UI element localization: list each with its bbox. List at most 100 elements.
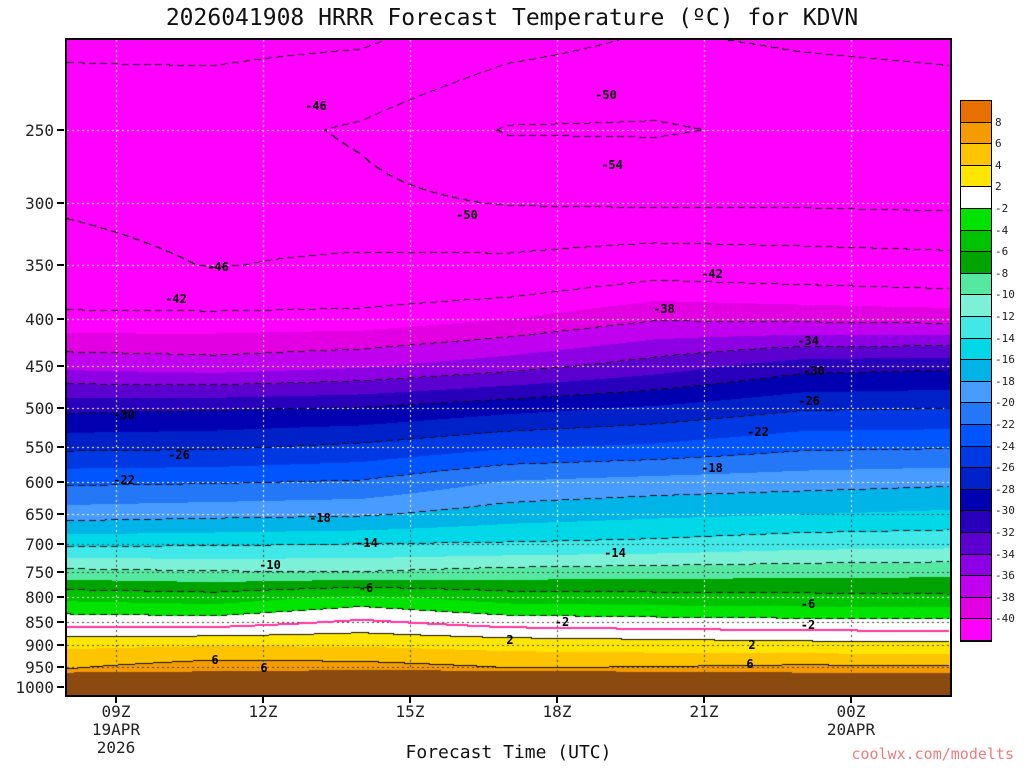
contour-label: -50 [595, 88, 617, 102]
colorbar-tick-label: -4 [995, 223, 1009, 237]
contour-label: -22 [113, 473, 135, 487]
y-axis-tick-mark [57, 643, 64, 646]
colorbar-cell [961, 273, 991, 296]
y-axis-tick-mark [57, 596, 64, 599]
x-axis-tick-mark [850, 696, 852, 703]
y-axis-tick-label: 350 [25, 256, 54, 276]
colorbar-cell [961, 381, 991, 404]
colorbar-cell [961, 317, 991, 339]
colorbar-cell [961, 187, 991, 209]
colorbar-tick-label: -38 [995, 590, 1015, 604]
contour-label: -42 [165, 292, 187, 306]
x-axis-tick-label: 00Z [836, 702, 866, 721]
colorbar-tick-label: 4 [995, 158, 1002, 172]
colorbar-cell [961, 101, 991, 123]
temperature-cross-section-plot [67, 40, 950, 695]
colorbar-cell [961, 533, 991, 555]
colorbar-cell [961, 144, 991, 166]
x-axis-title: Forecast Time (UTC) [405, 742, 612, 763]
contour-label: -14 [604, 546, 626, 560]
y-axis-tick-label: 450 [25, 357, 54, 377]
colorbar-cell [961, 122, 991, 145]
contour-label: -2 [554, 615, 570, 629]
contour-label: 2 [748, 638, 756, 652]
colorbar-cell [961, 165, 991, 188]
y-axis-tick-label: 750 [25, 562, 54, 582]
y-axis-tick-label: 850 [25, 612, 54, 632]
y-axis-tick-label: 550 [25, 437, 54, 457]
colorbar-tick-label: -20 [995, 396, 1015, 410]
y-axis-tick-mark [57, 542, 64, 545]
x-axis-tick-label: 09Z [101, 702, 131, 721]
contour-label: 6 [211, 653, 219, 667]
colorbar-cell [961, 511, 991, 533]
contour-label: -38 [653, 302, 675, 316]
y-axis-tick-mark [57, 365, 64, 368]
y-axis-tick-mark [57, 570, 64, 573]
contour-label: 2 [506, 633, 514, 647]
colorbar-tick-label: -22 [995, 418, 1015, 431]
contour-label: -18 [701, 461, 723, 475]
y-axis-tick-label: 950 [25, 657, 54, 677]
colorbar-cell [961, 360, 991, 382]
contour-label: -34 [797, 334, 819, 348]
colorbar-tick-label: -16 [995, 353, 1015, 367]
colorbar-tick-label: -14 [995, 331, 1015, 345]
colorbar-tick-label: -24 [995, 439, 1015, 453]
contour-label: -46 [207, 260, 229, 274]
y-axis-tick-label: 650 [25, 504, 54, 524]
colorbar-tick-label: 8 [995, 115, 1002, 129]
contour-label: -50 [456, 208, 478, 222]
x-axis-date-label: 2026 [96, 738, 136, 757]
colorbar-cell [961, 468, 991, 490]
colorbar-tick-label: -2 [995, 202, 1009, 215]
colorbar-cell [961, 597, 991, 620]
chart-title: 2026041908 HRRR Forecast Temperature (ºC… [165, 5, 859, 31]
x-axis-tick-label: 21Z [689, 702, 719, 721]
contour-label: 6 [746, 657, 754, 671]
x-axis-tick-mark [703, 696, 705, 703]
x-axis-tick-mark [262, 696, 264, 703]
contour-label: -22 [747, 425, 769, 439]
contour-label: -54 [601, 158, 623, 172]
x-axis-date-label: 19APR [91, 720, 141, 739]
x-axis-tick-label: 15Z [395, 702, 425, 721]
x-axis-tick-label: 18Z [542, 702, 572, 721]
y-axis-tick-mark [57, 665, 64, 668]
y-axis-tick-label: 400 [25, 309, 54, 329]
colorbar-cell [961, 489, 991, 512]
x-axis-date-label: 20APR [826, 720, 876, 739]
y-axis-tick-mark [57, 512, 64, 515]
x-axis-tick-mark [409, 696, 411, 703]
colorbar-tick-label: -40 [995, 612, 1015, 626]
y-axis-tick-label: 600 [25, 472, 54, 492]
contour-label: -6 [800, 597, 816, 611]
y-axis-tick-mark [57, 202, 64, 205]
colorbar-cell [961, 209, 991, 231]
y-axis-tick-mark [57, 686, 64, 689]
colorbar-tick-label: 6 [995, 137, 1002, 151]
y-axis-tick-label: 500 [25, 399, 54, 419]
y-axis-tick-mark [57, 620, 64, 623]
colorbar-tick-label: -30 [995, 504, 1015, 518]
colorbar-tick-label: -32 [995, 526, 1015, 539]
contour-label: -14 [356, 536, 378, 550]
contour-label: -26 [168, 448, 190, 462]
watermark-link: coolwx.com/modelts [851, 745, 1014, 763]
colorbar-cell [961, 446, 991, 469]
colorbar-cell [961, 230, 991, 253]
colorbar-cell [961, 403, 991, 425]
colorbar-cell [961, 425, 991, 447]
y-axis-tick-mark [57, 445, 64, 448]
y-axis-tick-mark [57, 128, 64, 131]
contour-label: -26 [798, 394, 820, 408]
colorbar-tick-label: -8 [995, 266, 1009, 280]
contour-label: -46 [305, 99, 327, 113]
y-axis-tick-label: 250 [25, 120, 54, 140]
colorbar-tick-label: -6 [995, 245, 1009, 259]
contour-label: -42 [701, 267, 723, 281]
y-axis-tick-label: 700 [25, 534, 54, 554]
colorbar-tick-label: 2 [995, 180, 1002, 194]
y-axis-tick-label: 900 [25, 635, 54, 655]
